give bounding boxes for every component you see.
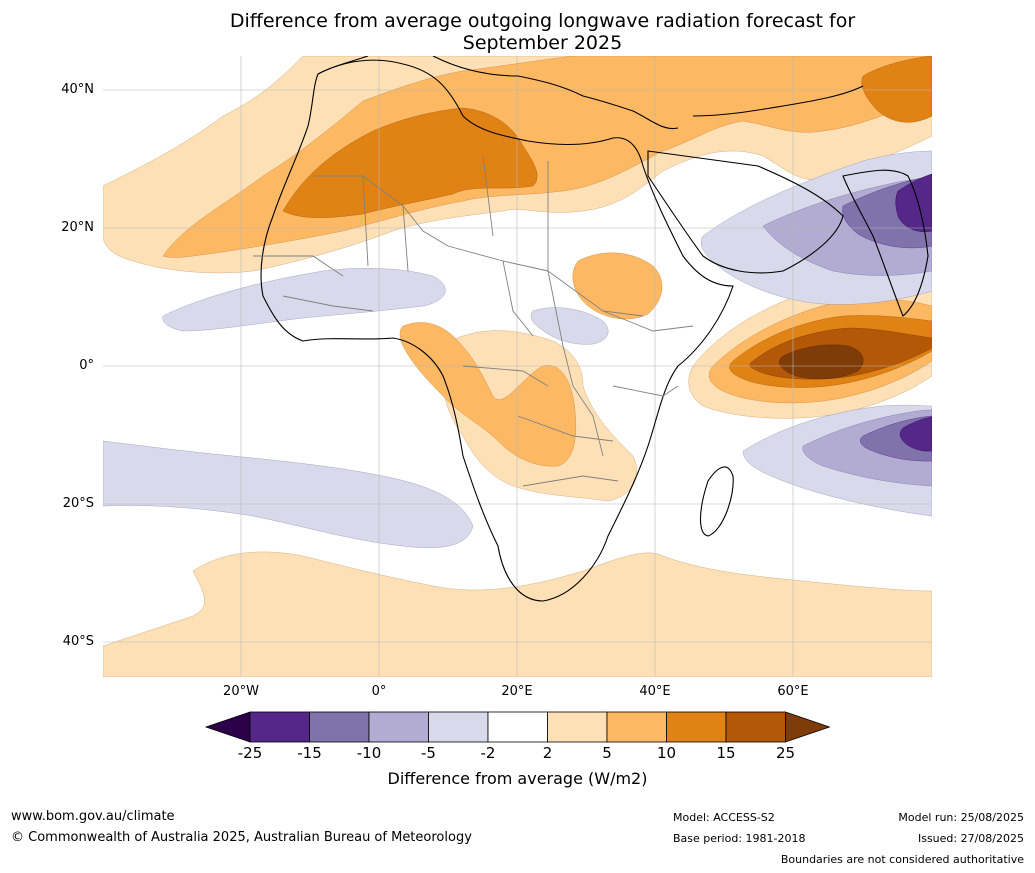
negative-region-arabian-sea-core bbox=[895, 173, 932, 232]
colorbar-tick-label: -15 bbox=[297, 744, 322, 762]
lon-label-40e: 40°E bbox=[639, 684, 671, 699]
ola-anomaly-map bbox=[103, 56, 932, 677]
colorbar-tick-label: 2 bbox=[542, 744, 553, 762]
colorbar-tick-label: -5 bbox=[421, 744, 436, 762]
colorbar-swatch bbox=[309, 711, 370, 743]
negative-region-west-africa bbox=[162, 268, 446, 332]
lon-label-0: 0° bbox=[371, 684, 387, 699]
lon-label-20e: 20°E bbox=[501, 684, 533, 699]
footer-url[interactable]: www.bom.gov.au/climate bbox=[11, 809, 175, 824]
colorbar-tick-label: 25 bbox=[775, 744, 796, 762]
positive-region-sahara-strong bbox=[282, 107, 538, 218]
lat-label-40n: 40°N bbox=[61, 82, 94, 97]
negative-region-gulf-guinea-light bbox=[530, 307, 609, 345]
lat-label-40s: 40°S bbox=[62, 634, 94, 649]
anomaly-fields bbox=[103, 56, 932, 677]
colorbar-swatch bbox=[666, 711, 727, 743]
colorbar-label: Difference from average (W/m2) bbox=[387, 769, 648, 788]
colorbar-swatch bbox=[487, 711, 548, 743]
footer-base-period: Base period: 1981-2018 bbox=[673, 832, 806, 845]
colorbar-tick-label: 15 bbox=[716, 744, 736, 762]
footer-model: Model: ACCESS-S2 bbox=[673, 811, 775, 824]
lat-label-equator: 0° bbox=[79, 358, 94, 373]
colorbar bbox=[204, 711, 830, 743]
colorbar-tick-label: -10 bbox=[356, 744, 382, 762]
negative-region-south-atlantic bbox=[103, 440, 474, 548]
positive-region-indian-ocean-extreme bbox=[779, 344, 864, 380]
title-line-1: Difference from average outgoing longwav… bbox=[229, 10, 856, 32]
positive-region-southern-belt bbox=[103, 551, 932, 677]
colorbar-swatch bbox=[725, 711, 786, 743]
colorbar-swatch bbox=[606, 711, 667, 743]
colorbar-swatch bbox=[428, 711, 489, 743]
colorbar-tick-label: 10 bbox=[656, 744, 677, 762]
colorbar-extend-low bbox=[204, 711, 251, 743]
map-title: Difference from average outgoing longwav… bbox=[0, 10, 1035, 54]
map-gridlines bbox=[103, 56, 932, 677]
colorbar-tick-label: -25 bbox=[237, 744, 263, 762]
footer-issued: Issued: 27/08/2025 bbox=[917, 832, 1024, 845]
colorbar-swatch bbox=[547, 711, 608, 743]
colorbar-swatch bbox=[249, 711, 310, 743]
lat-label-20s: 20°S bbox=[62, 496, 94, 511]
colorbar-tick-label: 5 bbox=[602, 744, 612, 762]
footer-copyright: © Commonwealth of Australia 2025, Austra… bbox=[11, 830, 472, 845]
africa-coastline bbox=[260, 59, 734, 602]
madagascar-coastline bbox=[700, 466, 734, 537]
colorbar-extend-high bbox=[785, 711, 830, 743]
positive-region-europe-strong bbox=[861, 56, 932, 123]
title-line-2: September 2025 bbox=[462, 32, 623, 54]
lat-label-20n: 20°N bbox=[61, 220, 94, 235]
colorbar-swatch bbox=[368, 711, 429, 743]
footer-disclaimer: Boundaries are not considered authoritat… bbox=[780, 853, 1024, 866]
lon-label-60e: 60°E bbox=[777, 684, 809, 699]
country-borders bbox=[253, 155, 694, 487]
coastlines bbox=[260, 56, 929, 602]
positive-region-central-africa-medium bbox=[399, 322, 576, 467]
lon-label-20w: 20°W bbox=[223, 684, 259, 699]
footer-model-run: Model run: 25/08/2025 bbox=[898, 811, 1024, 824]
negative-region-southwest-indian-core bbox=[899, 416, 932, 452]
europe-coastline bbox=[317, 56, 864, 130]
colorbar-tick-label: -2 bbox=[480, 744, 496, 762]
arabian-peninsula-coastline bbox=[647, 150, 844, 274]
india-coastline bbox=[842, 169, 929, 317]
positive-region-east-africa-medium bbox=[572, 252, 663, 320]
